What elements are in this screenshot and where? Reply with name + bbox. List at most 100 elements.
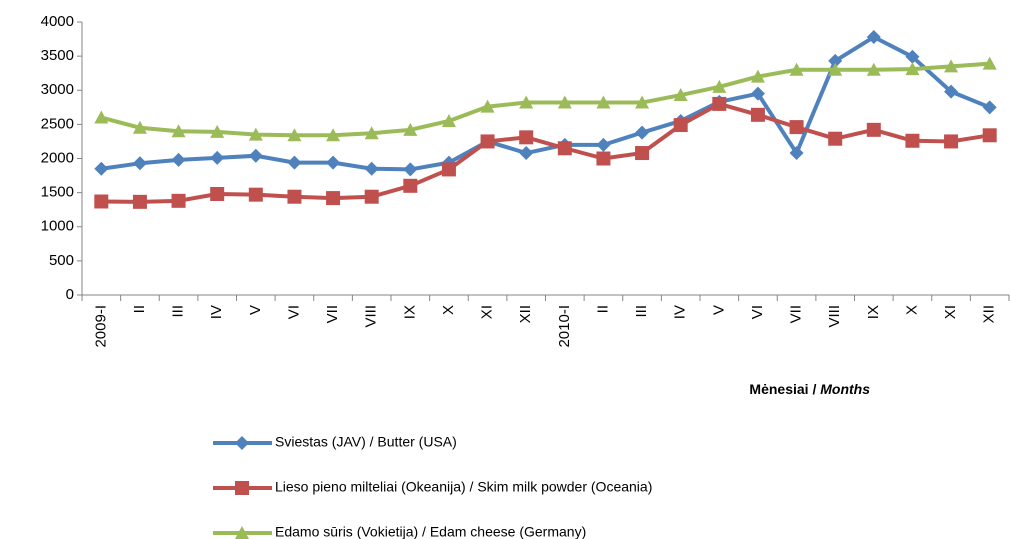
- marker: [326, 128, 341, 142]
- legend-label: Sviestas (JAV) / Butter (USA): [275, 434, 457, 450]
- x-tick-label: II: [594, 305, 611, 313]
- marker: [866, 122, 881, 137]
- marker: [364, 189, 379, 204]
- marker: [557, 95, 572, 109]
- marker: [635, 125, 650, 140]
- marker: [441, 162, 456, 177]
- x-tick-label: V: [710, 305, 727, 315]
- y-tick-label: 3000: [41, 81, 74, 98]
- x-tick-label: VII: [788, 305, 805, 323]
- x-tick-label: VIII: [363, 305, 380, 328]
- x-tick-label: IV: [672, 305, 689, 319]
- marker: [635, 95, 650, 109]
- marker: [557, 141, 572, 156]
- marker: [944, 59, 959, 73]
- marker: [132, 194, 147, 209]
- x-tick-label: XI: [942, 305, 959, 319]
- marker: [828, 53, 843, 68]
- x-tick-label: V: [247, 305, 264, 315]
- x-tick-label: 2010-I: [556, 305, 573, 348]
- marker: [944, 84, 959, 99]
- series-line: [101, 101, 991, 204]
- y-tick-label: 0: [66, 286, 74, 303]
- marker: [905, 49, 920, 64]
- marker: [287, 128, 302, 142]
- x-tick-label: IV: [208, 305, 225, 319]
- marker: [596, 151, 611, 166]
- x-tick-label: III: [633, 305, 650, 318]
- marker: [519, 95, 534, 109]
- y-tick-label: 4000: [41, 13, 74, 30]
- marker: [789, 120, 804, 135]
- marker: [789, 146, 804, 161]
- marker: [828, 62, 843, 76]
- x-tick-label: VIII: [826, 305, 843, 328]
- x-tick-label: II: [131, 305, 148, 313]
- marker: [171, 124, 186, 138]
- marker: [326, 191, 341, 206]
- y-tick-label: 500: [49, 252, 74, 269]
- x-axis-title: Mėnesiai / Months: [749, 381, 870, 397]
- x-tick-label: VII: [324, 305, 341, 323]
- series-line: [100, 61, 990, 138]
- marker: [750, 69, 765, 83]
- x-tick-label: IX: [865, 305, 882, 319]
- x-tick-label: XI: [479, 305, 496, 319]
- legend-label: Edamo sūris (Vokietija) / Edam cheese (G…: [275, 524, 586, 539]
- marker: [905, 62, 920, 76]
- marker: [712, 96, 727, 111]
- marker: [480, 99, 495, 113]
- marker: [171, 193, 186, 208]
- marker: [712, 79, 727, 93]
- y-tick-label: 2000: [41, 149, 74, 166]
- marker: [519, 130, 534, 145]
- marker: [171, 152, 186, 167]
- marker: [326, 155, 341, 170]
- y-tick-label: 1500: [41, 184, 74, 201]
- x-axis-title-emphasis: Months: [820, 381, 870, 397]
- marker: [235, 436, 249, 450]
- marker: [364, 126, 379, 140]
- marker: [94, 161, 109, 176]
- marker: [944, 134, 959, 149]
- marker: [866, 62, 881, 76]
- marker: [94, 194, 109, 209]
- marker: [403, 122, 418, 136]
- x-tick-label: 2009-I: [92, 305, 109, 348]
- x-tick-label: III: [170, 305, 187, 318]
- marker: [132, 156, 147, 171]
- y-tick-label: 2500: [41, 115, 74, 132]
- marker: [441, 113, 456, 127]
- marker: [982, 100, 997, 115]
- marker: [364, 161, 379, 176]
- marker: [403, 178, 418, 193]
- marker: [248, 187, 263, 202]
- marker: [235, 526, 249, 539]
- marker: [596, 95, 611, 109]
- marker: [403, 162, 418, 177]
- x-tick-label: VI: [285, 305, 302, 319]
- x-tick-label: VI: [749, 305, 766, 319]
- marker: [94, 110, 109, 124]
- x-tick-label: IX: [401, 305, 418, 319]
- marker: [519, 146, 534, 161]
- marker: [982, 128, 997, 143]
- marker: [789, 62, 804, 76]
- marker: [287, 155, 302, 170]
- marker: [480, 134, 495, 149]
- y-tick-label: 1000: [41, 218, 74, 235]
- marker: [210, 124, 225, 138]
- y-tick-label: 3500: [41, 47, 74, 64]
- x-tick-label: XII: [517, 305, 534, 323]
- legend-label: Lieso pieno milteliai (Okeanija) / Skim …: [275, 479, 652, 495]
- marker: [750, 107, 765, 122]
- marker: [635, 146, 650, 161]
- marker: [248, 127, 263, 141]
- marker: [828, 131, 843, 146]
- marker: [596, 137, 611, 152]
- x-tick-label: X: [903, 305, 920, 315]
- marker: [248, 148, 263, 163]
- marker: [673, 118, 688, 133]
- marker: [287, 189, 302, 204]
